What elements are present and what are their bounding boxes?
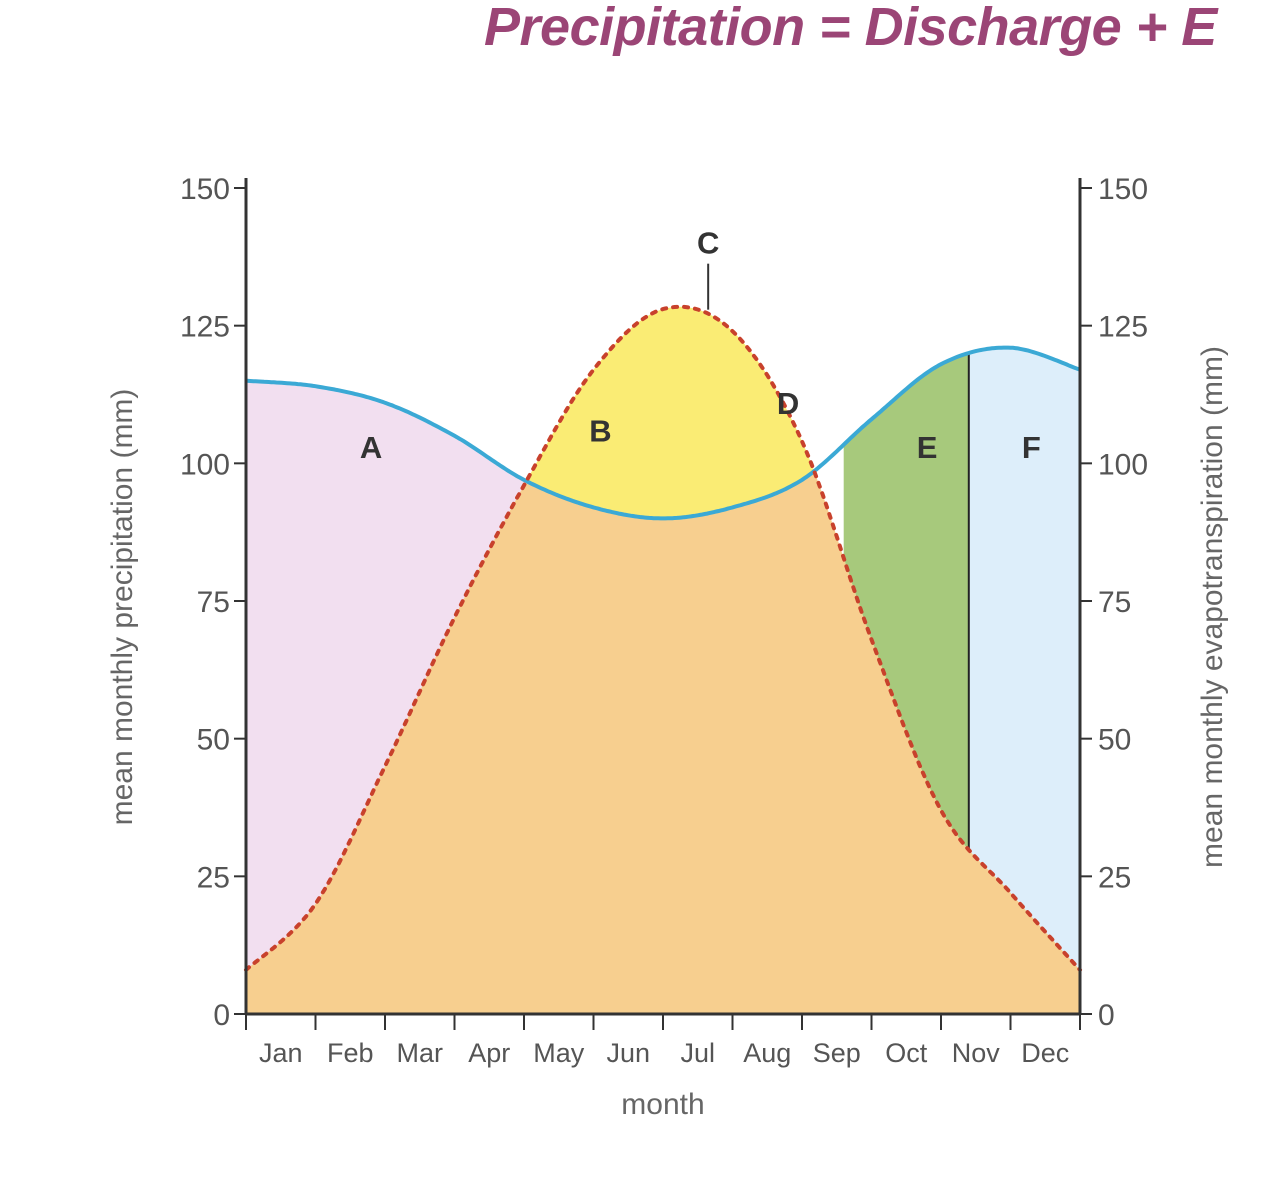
y-tick-label-left: 150 xyxy=(180,173,230,206)
y-tick-label-right: 25 xyxy=(1098,861,1131,894)
region-label-c: C xyxy=(697,226,719,261)
chart-labels: A B D E F C xyxy=(360,226,1041,465)
x-tick-label: Dec xyxy=(1021,1038,1069,1068)
y-axis-title-right: mean monthly evapotranspiration (mm) xyxy=(1196,346,1229,868)
evapotranspiration-fill xyxy=(246,472,1080,1014)
x-tick-label: Nov xyxy=(952,1038,1001,1068)
region-label-d: D xyxy=(777,386,799,421)
x-tick-label: Apr xyxy=(468,1038,510,1068)
series-lines xyxy=(244,304,1082,972)
y-tick-label-right: 50 xyxy=(1098,724,1131,757)
region-label-e: E xyxy=(917,430,938,465)
page-title: Precipitation = Discharge + E xyxy=(484,0,1217,57)
x-tick-label: Mar xyxy=(397,1038,444,1068)
x-tick-label: Jul xyxy=(680,1038,715,1068)
region-label-a: A xyxy=(360,430,382,465)
region-label-b: B xyxy=(589,413,611,448)
region-label-f: F xyxy=(1022,430,1041,465)
region-bcd-fill xyxy=(517,306,851,519)
y-tick-label-left: 25 xyxy=(197,861,230,894)
y-tick-label-right: 75 xyxy=(1098,586,1131,619)
y-tick-label-left: 75 xyxy=(197,586,230,619)
y-tick-label-left: 125 xyxy=(180,311,230,344)
x-tick-label: Oct xyxy=(885,1038,928,1068)
x-tick-label: Sep xyxy=(813,1038,861,1068)
region-e-fill xyxy=(843,353,969,850)
axes: 0 0 25 25 50 50 75 75 100 100 125 125 150 150 Jan Feb Ma… xyxy=(106,173,1229,1121)
region-fills xyxy=(246,306,1080,1014)
x-tick-label: Aug xyxy=(743,1038,791,1068)
y-tick-label-left: 0 xyxy=(213,999,230,1032)
evapotranspiration-line xyxy=(244,304,1082,972)
precipitation-line xyxy=(245,345,1081,521)
y-axis-title-left: mean monthly precipitation (mm) xyxy=(106,389,139,826)
y-tick-label-right: 125 xyxy=(1098,311,1148,344)
y-tick-label-left: 50 xyxy=(197,724,230,757)
x-tick-label: Jan xyxy=(259,1038,303,1068)
y-tick-label-left: 100 xyxy=(180,448,230,481)
y-tick-label-right: 0 xyxy=(1098,999,1115,1032)
region-a-fill xyxy=(246,380,527,970)
x-tick-label: Jun xyxy=(606,1038,650,1068)
x-tick-label: May xyxy=(533,1038,585,1068)
y-tick-label-right: 150 xyxy=(1098,173,1148,206)
region-f-fill xyxy=(968,347,1080,970)
y-tick-label-right: 100 xyxy=(1098,448,1148,481)
x-tick-label: Feb xyxy=(327,1038,374,1068)
x-axis-title: month xyxy=(621,1088,704,1121)
